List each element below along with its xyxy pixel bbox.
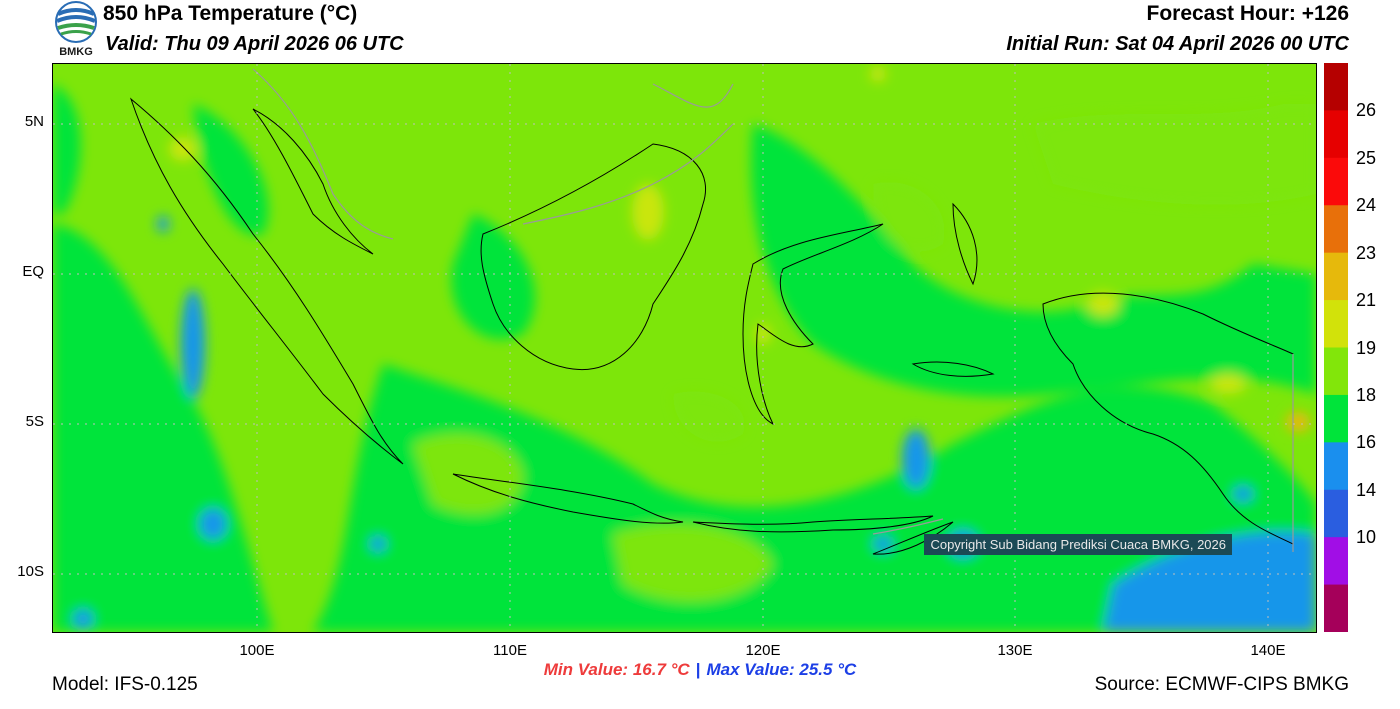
forecast-hour: Forecast Hour: +126 [1146, 2, 1350, 25]
colorbar-swatch [1324, 347, 1348, 396]
initial-run: Initial Run: Sat 04 April 2026 00 UTC [1006, 33, 1349, 55]
colorbar-label: 19 [1356, 337, 1377, 358]
colorbar-swatch [1324, 157, 1348, 206]
colorbar-label: 26 [1356, 100, 1377, 121]
page-title: 850 hPa Temperature (°C) [103, 2, 358, 25]
copyright-notice: Copyright Sub Bidang Prediksi Cuaca BMKG… [924, 534, 1232, 555]
lon-label-120e: 120E [745, 642, 781, 659]
temperature-map: Copyright Sub Bidang Prediksi Cuaca BMKG… [52, 63, 1317, 633]
colorbar [1324, 63, 1348, 633]
colorbar-swatches [1324, 63, 1348, 633]
colorbar-label: 14 [1356, 479, 1377, 500]
max-value: Max Value: 25.5 °C [706, 660, 857, 679]
colorbar-swatch [1324, 489, 1348, 538]
minmax-separator: | [695, 660, 701, 679]
colorbar-label: 18 [1356, 384, 1377, 405]
bmkg-emblem-icon [55, 1, 97, 43]
colorbar-swatch [1324, 252, 1348, 301]
colorbar-swatch [1324, 537, 1348, 586]
min-value: Min Value: 16.7 °C [543, 660, 690, 679]
map-field [53, 64, 1316, 632]
lat-label-10s: 10S [17, 563, 44, 580]
borders [252, 68, 1294, 552]
source-label: Source: ECMWF-CIPS BMKG [1094, 674, 1349, 695]
colorbar-swatch [1324, 394, 1348, 443]
logo-text: BMKG [59, 46, 93, 58]
lat-label-eq: EQ [22, 263, 44, 280]
lon-label-110e: 110E [493, 642, 527, 659]
bmkg-logo: BMKG [52, 0, 100, 60]
lon-label-140e: 140E [1250, 642, 1286, 659]
colorbar-label: 25 [1356, 147, 1377, 168]
colorbar-label: 23 [1356, 242, 1377, 263]
lon-label-130e: 130E [997, 642, 1033, 659]
colorbar-label: 24 [1356, 195, 1377, 216]
coastlines [129, 97, 1294, 555]
colorbar-label: 21 [1356, 290, 1377, 311]
min-max-values: Min Value: 16.7 °C | Max Value: 25.5 °C [0, 660, 1400, 680]
lon-label-100e: 100E [239, 642, 275, 659]
lat-label-5n: 5N [24, 113, 44, 130]
colorbar-swatch [1324, 205, 1348, 254]
valid-time: Valid: Thu 09 April 2026 06 UTC [105, 33, 404, 55]
model-label: Model: IFS-0.125 [52, 674, 198, 695]
colorbar-swatch [1324, 300, 1348, 348]
colorbar-swatch [1324, 584, 1348, 633]
colorbar-label: 16 [1356, 432, 1377, 453]
colorbar-label: 10 [1356, 527, 1377, 548]
lat-label-5s: 5S [25, 413, 44, 430]
colorbar-swatch [1324, 110, 1348, 159]
colorbar-swatch [1324, 442, 1348, 491]
colorbar-swatch [1324, 63, 1348, 111]
